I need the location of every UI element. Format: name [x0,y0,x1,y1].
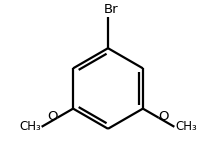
Text: Br: Br [103,3,118,16]
Text: O: O [48,110,58,123]
Text: CH₃: CH₃ [175,120,197,133]
Text: O: O [158,110,168,123]
Text: CH₃: CH₃ [19,120,41,133]
